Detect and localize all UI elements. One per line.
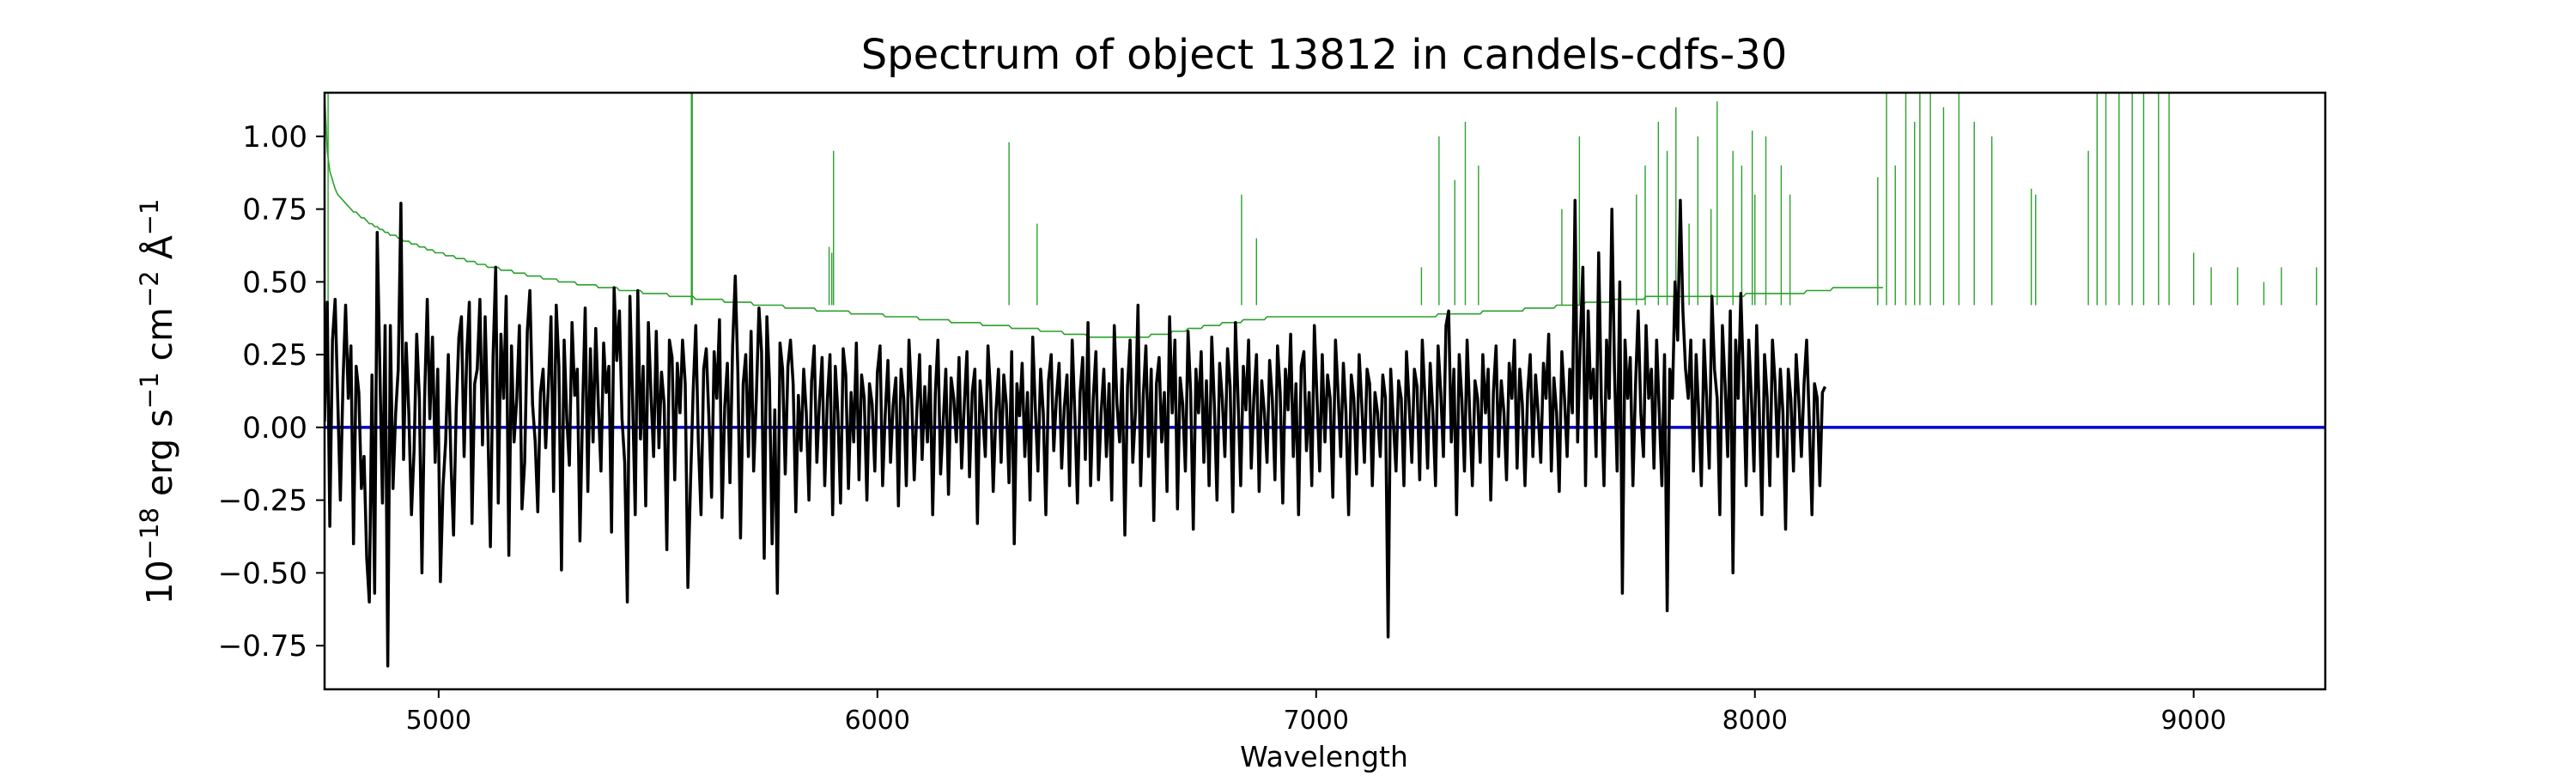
x-tick-label: 6000 bbox=[845, 706, 910, 736]
y-tick-label: −0.50 bbox=[218, 556, 307, 591]
x-axis-label: Wavelength bbox=[1240, 740, 1408, 773]
chart-title: Spectrum of object 13812 in candels-cdfs… bbox=[861, 31, 1788, 79]
y-label-prefix: 10 bbox=[139, 560, 180, 604]
y-tick-label: 0.25 bbox=[242, 338, 307, 373]
y-tick-label: 0.50 bbox=[242, 265, 307, 300]
axes-frame bbox=[323, 91, 2327, 691]
x-tick-label: 9000 bbox=[2161, 706, 2227, 736]
y-label-exp-1: −18 bbox=[135, 507, 164, 560]
y-tick-label: 0.00 bbox=[242, 411, 307, 446]
plot-area bbox=[325, 93, 2325, 668]
x-tick-label: 7000 bbox=[1284, 706, 1349, 736]
x-tick-label: 5000 bbox=[406, 706, 471, 736]
y-axis-label: 10−18 erg s−1 cm−2 Å−1 bbox=[135, 198, 180, 604]
axes: 5000 6000 7000 8000 9000 −0.75 −0.50 −0.25 0.00 0… bbox=[218, 120, 2227, 736]
y-tick-label: 1.00 bbox=[242, 120, 307, 155]
y-label-exp-3: −2 bbox=[135, 270, 164, 307]
y-label-exp-4: −1 bbox=[135, 198, 164, 235]
sky-series-line bbox=[325, 93, 1883, 338]
x-tick-label: 8000 bbox=[1722, 706, 1788, 736]
y-label-unit-2: cm bbox=[139, 307, 180, 373]
y-label-unit-3: Å bbox=[139, 235, 180, 270]
y-tick-label: −0.75 bbox=[218, 629, 307, 664]
flux-series-line bbox=[325, 198, 1827, 668]
y-tick-label: −0.25 bbox=[218, 484, 307, 518]
y-tick-label: 0.75 bbox=[242, 193, 307, 227]
y-label-unit-1: erg s bbox=[139, 409, 180, 507]
y-label-exp-2: −1 bbox=[135, 373, 164, 409]
